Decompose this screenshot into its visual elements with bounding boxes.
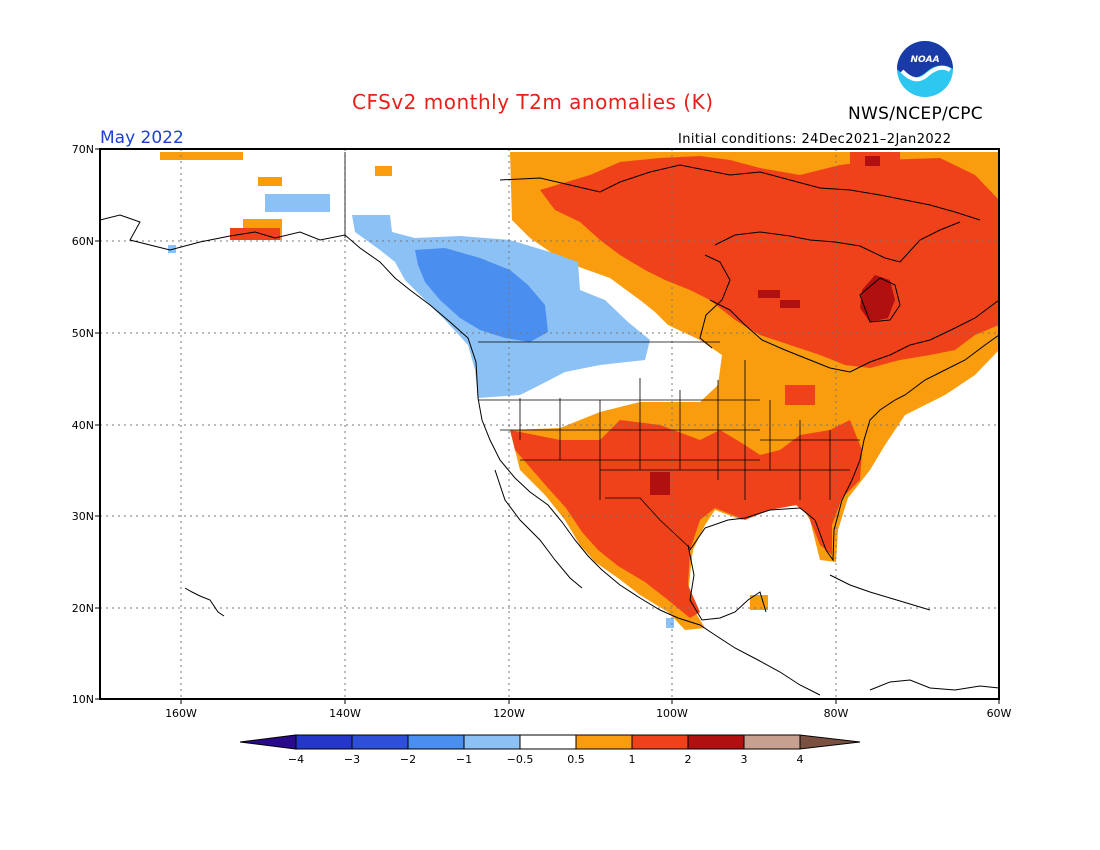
map-title: CFSv2 monthly T2m anomalies (K) [352,90,714,114]
colorbar-labels: −4 −3 −2 −1 −0.5 0.5 1 2 3 4 [288,753,804,766]
colorbar-label: 3 [741,753,748,766]
lat-label: 60N [72,235,94,248]
colorbar-swatch-neg2-neg1 [407,734,465,750]
colorbar-swatch-2-3 [687,734,745,750]
anomaly-region-1-2 [230,228,280,240]
colorbar-swatch-neg1-neg0.5 [463,734,521,750]
lon-label: 120W [493,707,525,720]
lon-label: 100W [656,707,688,720]
coastlines [100,164,999,696]
anomaly-region-0.5-1 [258,177,282,186]
latitude-ticks [95,148,100,700]
lon-label: 140W [329,707,361,720]
political-borders [344,152,860,549]
lat-label: 70N [72,143,94,156]
anomaly-region-0.5-1 [750,595,768,610]
anomaly-region-neg2-neg1 [415,248,548,342]
colorbar-label: −4 [288,753,304,766]
organization-label: NWS/NCEP/CPC [848,104,983,124]
anomaly-region-2-3 [650,472,670,495]
colorbar-label: −1 [456,753,472,766]
anomaly-field-layer [160,152,999,630]
colorbar-label: 2 [685,753,692,766]
longitude-labels: 160W 140W 120W 100W 80W 60W [165,707,1011,720]
colorbar-swatch-neutral [519,734,577,750]
anomaly-region-0.5-1 [375,166,392,176]
noaa-logo-text: NOAA [910,55,939,65]
lat-label: 20N [72,602,94,615]
lat-label: 10N [72,693,94,706]
colorbar-swatch-neg4-neg3 [295,734,353,750]
colorbar-swatch-0.5-1 [575,734,633,750]
color-bar-legend [239,734,861,750]
colorbar-swatch-above-4 [799,734,861,750]
lat-label: 40N [72,419,94,432]
anomaly-region-neg1-neg0.5 [666,618,674,628]
colorbar-swatch-3-4 [743,734,801,750]
colorbar-label: −0.5 [507,753,534,766]
lat-label: 50N [72,327,94,340]
anomaly-region-2-3 [865,156,880,166]
colorbar-label: 4 [797,753,804,766]
colorbar-swatch-below-neg4 [239,734,297,750]
lat-label: 30N [72,510,94,523]
initial-conditions-label: Initial conditions: 24Dec2021–2Jan2022 [678,132,952,147]
longitude-ticks [180,699,1000,704]
latitude-labels: 70N 60N 50N 40N 30N 20N 10N [72,143,94,706]
colorbar-swatch-neg3-neg2 [351,734,409,750]
valid-month-label: May 2022 [100,128,184,148]
anomaly-region-1-2 [785,385,815,405]
lon-label: 160W [165,707,197,720]
lon-label: 60W [987,707,1012,720]
colorbar-swatch-1-2 [631,734,689,750]
noaa-logo: NOAA [897,41,953,97]
anomaly-region-neg1-neg0.5 [265,194,330,212]
graticule [100,149,999,699]
colorbar-label: 1 [629,753,636,766]
colorbar-label: 0.5 [567,753,585,766]
lon-label: 80W [824,707,849,720]
map-frame [99,148,1000,700]
anomaly-region-0.5-1 [160,152,243,160]
colorbar-label: −3 [344,753,360,766]
anomaly-region-2-3 [758,290,800,308]
anomaly-region-1-2 [510,420,862,618]
colorbar-label: −2 [400,753,416,766]
anomaly-region-2-3 [860,275,895,322]
